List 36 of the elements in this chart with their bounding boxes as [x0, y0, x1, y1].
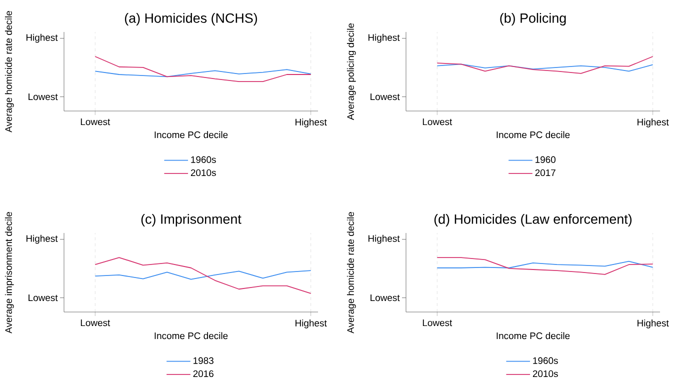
legend-label: 1960s	[533, 357, 558, 364]
text: Highest	[26, 234, 58, 244]
legend-label: 1983	[194, 357, 214, 364]
x-tick-label: Lowest	[80, 320, 110, 326]
legend-label: 1960	[536, 156, 556, 163]
x-tick-label: Highest	[638, 118, 669, 128]
x-axis-title: Income PC decile	[154, 131, 228, 138]
chart-title: (d) Homicides (Law enforcement)	[434, 214, 632, 226]
text: Highest	[26, 34, 58, 43]
x-tick-label: Highest	[296, 118, 327, 128]
text: Highest	[368, 34, 400, 43]
x-tick-label: Lowest	[422, 118, 452, 126]
y-axis-title: Average homicide rate decile	[346, 212, 356, 334]
text: Lowest	[370, 93, 400, 100]
text: Lowest	[370, 294, 400, 302]
chart-title: (c) Imprisonment	[141, 214, 242, 227]
chart-title: (b) Policing	[500, 12, 566, 26]
legend-label: 2010s	[532, 370, 558, 378]
x-tick-label: Highest	[638, 320, 669, 328]
y-axis-title: Average imprisonment decile	[4, 212, 14, 334]
x-tick-label: Lowest	[422, 320, 452, 326]
x-axis-title: Income PC decile	[496, 131, 570, 138]
legend-label: 2010s	[190, 169, 216, 176]
legend-label: 2017	[535, 169, 556, 176]
y-axis-title: Average homicide rate decile	[4, 11, 14, 132]
x-tick-label: Highest	[296, 320, 327, 328]
legend-label: 2016	[193, 370, 214, 378]
text: Lowest	[28, 93, 58, 100]
text: Lowest	[28, 294, 58, 302]
text: Highest	[368, 234, 400, 244]
x-axis-title: Income PC decile	[154, 332, 228, 340]
legend-label: 1960s	[191, 156, 216, 163]
x-axis-title: Income PC decile	[496, 332, 570, 340]
y-axis-title: Average policing decile	[346, 23, 356, 120]
chart-title: (a) Homicides (NCHS)	[124, 12, 258, 26]
x-tick-label: Lowest	[80, 118, 110, 126]
